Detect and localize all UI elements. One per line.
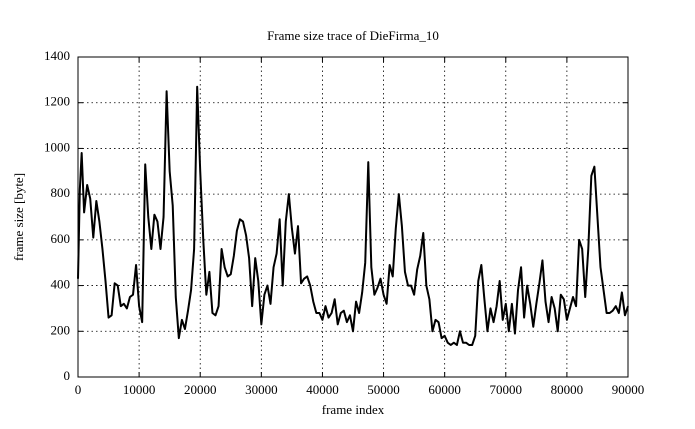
x-tick-label: 10000 [123,382,156,397]
y-axis-label: frame size [byte] [11,173,26,261]
y-tick-label: 400 [51,277,71,292]
x-tick-label: 50000 [367,382,400,397]
y-tick-label: 200 [51,322,71,337]
x-tick-label: 80000 [551,382,584,397]
y-tick-label: 1000 [44,139,70,154]
y-tick-label: 800 [51,185,71,200]
chart-title: Frame size trace of DieFirma_10 [267,28,439,43]
x-tick-label: 40000 [306,382,339,397]
x-tick-label: 20000 [184,382,217,397]
x-tick-label: 90000 [612,382,645,397]
x-tick-label: 0 [75,382,82,397]
x-axis-label: frame index [322,402,385,417]
y-tick-label: 1400 [44,48,70,63]
x-tick-label: 60000 [428,382,461,397]
x-tick-label: 70000 [490,382,523,397]
y-tick-label: 0 [64,368,71,383]
x-tick-label: 30000 [245,382,278,397]
y-tick-label: 600 [51,231,71,246]
data-line [77,85,629,346]
y-tick-label: 1200 [44,94,70,109]
